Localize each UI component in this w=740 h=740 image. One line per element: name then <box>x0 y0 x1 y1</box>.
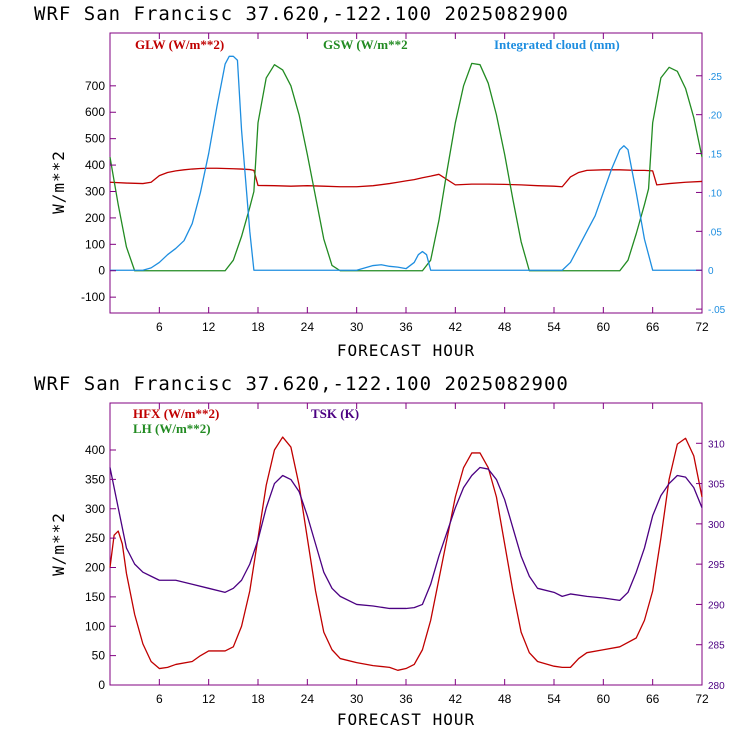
chart-1-x-ticks: 6 12 18 24 30 36 42 48 54 60 66 72 <box>156 33 709 334</box>
chart-1-x-tick-label: 72 <box>695 320 709 334</box>
chart-1-y2-ticks: -.05 0 .05 .10 .15 .20 .25 <box>696 72 726 316</box>
chart-2-y2-tick-label: 305 <box>708 480 725 491</box>
chart-2-x-axis-label: FORECAST HOUR <box>337 710 475 729</box>
chart-2-x-tick-label: 12 <box>202 692 216 706</box>
chart-1-y2-tick-label: .15 <box>708 150 722 161</box>
chart-1-y-tick-label: 400 <box>85 158 105 172</box>
chart-1-y2-tick-label: .10 <box>708 188 722 199</box>
chart-2-y-tick-label: 0 <box>98 678 105 692</box>
chart-2-x-tick-label: 48 <box>498 692 512 706</box>
chart-2-y-tick-label: 350 <box>85 472 105 486</box>
chart-2-y2-tick-label: 300 <box>708 520 725 531</box>
chart-2-x-tick-label: 36 <box>399 692 413 706</box>
chart-1-y-tick-label: 300 <box>85 184 105 198</box>
chart-1-y-tick-label: 600 <box>85 105 105 119</box>
chart-2-y-axis-label: W/m**2 <box>49 512 68 576</box>
chart-1-title: WRF San Francisc 37.620,-122.100 2025082… <box>34 3 569 25</box>
chart-2-x-tick-label: 66 <box>646 692 660 706</box>
chart-1: WRF San Francisc 37.620,-122.100 2025082… <box>34 3 726 360</box>
chart-1-y-tick-label: -100 <box>81 290 105 304</box>
chart-1-y2-tick-label: 0 <box>708 266 714 277</box>
chart-1-y2-tick-label: -.05 <box>708 305 726 316</box>
chart-2-x-ticks: 6 12 18 24 30 36 42 48 54 60 66 72 <box>156 403 709 706</box>
chart-2-x-tick-label: 6 <box>156 692 163 706</box>
chart-1-y-tick-label: 200 <box>85 211 105 225</box>
chart-1-y-ticks: -100 0 100 200 300 400 500 600 700 <box>81 79 116 304</box>
chart-2-y2-ticks: 280 285 290 295 300 305 310 <box>696 439 725 692</box>
chart-1-x-axis-label: FORECAST HOUR <box>337 341 475 360</box>
chart-2-y-ticks: 0 50 100 150 200 250 300 350 400 <box>85 443 116 692</box>
chart-1-y-tick-label: 700 <box>85 79 105 93</box>
chart-2-y2-tick-label: 285 <box>708 641 725 652</box>
chart-2-x-tick-label: 30 <box>350 692 364 706</box>
chart-2-legend-tsk: TSK (K) <box>311 406 359 421</box>
chart-1-y2-tick-label: .05 <box>708 227 722 238</box>
chart-1-series-red-line <box>109 167 703 188</box>
chart-2-y-tick-label: 100 <box>85 619 105 633</box>
chart-2-y-tick-label: 200 <box>85 561 105 575</box>
chart-2-y-tick-label: 250 <box>85 531 105 545</box>
chart-2: WRF San Francisc 37.620,-122.100 2025082… <box>34 373 725 729</box>
chart-1-x-tick-label: 30 <box>350 320 364 334</box>
chart-1-x-tick-label: 66 <box>646 320 660 334</box>
chart-1-x-tick-label: 24 <box>301 320 315 334</box>
chart-1-x-tick-label: 48 <box>498 320 512 334</box>
chart-1-x-tick-label: 36 <box>399 320 413 334</box>
chart-2-y-tick-label: 50 <box>92 649 106 663</box>
chart-2-x-tick-label: 60 <box>597 692 611 706</box>
chart-1-x-tick-label: 6 <box>156 320 163 334</box>
chart-1-y2-tick-label: .25 <box>708 72 722 83</box>
chart-2-x-tick-label: 24 <box>301 692 315 706</box>
chart-2-series-red-line <box>109 436 703 671</box>
chart-2-y-tick-label: 300 <box>85 502 105 516</box>
chart-2-y-tick-label: 150 <box>85 590 105 604</box>
chart-2-title: WRF San Francisc 37.620,-122.100 2025082… <box>34 373 569 395</box>
chart-2-y-tick-label: 400 <box>85 443 105 457</box>
chart-2-y2-tick-label: 290 <box>708 600 725 611</box>
chart-2-plot-frame <box>109 402 703 686</box>
chart-1-series-layer <box>109 55 703 272</box>
chart-1-series-blue-line <box>110 55 702 271</box>
chart-2-y2-tick-label: 280 <box>708 681 725 692</box>
chart-2-x-tick-label: 54 <box>547 692 561 706</box>
chart-1-x-tick-label: 54 <box>547 320 561 334</box>
chart-1-series-green-line <box>109 62 703 272</box>
chart-2-y2-tick-label: 295 <box>708 560 725 571</box>
chart-1-y-tick-label: 0 <box>98 264 105 278</box>
chart-1-x-tick-label: 18 <box>251 320 265 334</box>
chart-1-y-tick-label: 500 <box>85 132 105 146</box>
chart-2-series-layer <box>109 436 703 671</box>
chart-2-series-purple-line <box>109 466 703 610</box>
chart-1-legend-gsw: GSW (W/m**2 <box>323 37 408 52</box>
chart-1-legend-glw: GLW (W/m**2) <box>135 37 224 52</box>
chart-1-x-tick-label: 42 <box>449 320 463 334</box>
chart-2-x-tick-label: 18 <box>251 692 265 706</box>
chart-2-legend-hfx: HFX (W/m**2) <box>133 406 219 421</box>
chart-1-y2-tick-label: .20 <box>708 111 722 122</box>
chart-2-x-tick-label: 72 <box>695 692 709 706</box>
chart-2-x-tick-label: 42 <box>449 692 463 706</box>
chart-2-legend-lh: LH (W/m**2) <box>133 421 211 436</box>
chart-2-y2-tick-label: 310 <box>708 439 725 450</box>
chart-1-x-tick-label: 60 <box>597 320 611 334</box>
chart-1-x-tick-label: 12 <box>202 320 216 334</box>
chart-1-legend-cloud: Integrated cloud (mm) <box>494 37 620 52</box>
chart-1-y-axis-label: W/m**2 <box>49 150 68 214</box>
chart-1-y-tick-label: 100 <box>85 237 105 251</box>
